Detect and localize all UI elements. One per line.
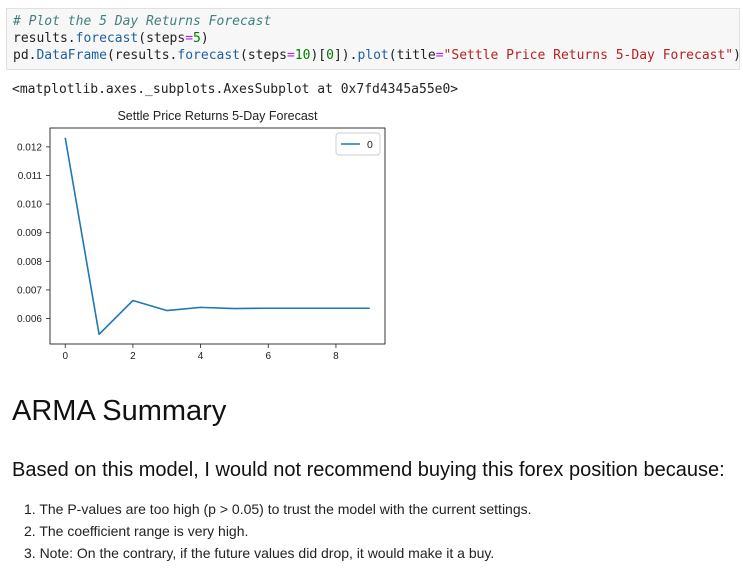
markdown-list: 1. The P-values are too high (p > 0.05) … (24, 498, 532, 564)
legend-label: 0 (367, 139, 373, 151)
forecast-chart: Settle Price Returns 5-Day Forecast 0.006… (0, 104, 400, 368)
x-tick-label: 0 (62, 351, 68, 362)
x-tick-label: 8 (333, 351, 339, 362)
list-item: 1. The P-values are too high (p > 0.05) … (24, 501, 532, 517)
series-line (64, 137, 370, 336)
x-tick-label: 2 (130, 351, 136, 362)
y-tick-label: 0.010 (17, 200, 42, 211)
y-tick-label: 0.009 (17, 228, 42, 239)
y-tick-label: 0.006 (17, 314, 42, 325)
markdown-subheading: Based on this model, I would not recomme… (12, 459, 725, 481)
chart-title: Settle Price Returns 5-Day Forecast (117, 109, 318, 123)
chart-svg: Settle Price Returns 5-Day Forecast 0.006… (17, 109, 386, 362)
y-tick-label: 0.011 (18, 171, 43, 182)
code-cell[interactable]: # Plot the 5 Day Returns Forecast result… (6, 8, 741, 70)
y-tick-label: 0.008 (17, 257, 42, 268)
list-item: 2. The coefficient range is very high. (24, 523, 249, 539)
code-line-2: results.forecast(steps=5) (13, 31, 209, 46)
code-comment: # Plot the 5 Day Returns Forecast (13, 14, 272, 29)
markdown-heading: ARMA Summary (12, 395, 227, 427)
y-tick-label: 0.012 (17, 142, 42, 153)
code-line-3: pd.DataFrame(results.forecast(steps=10)[… (13, 48, 741, 63)
plot-frame (49, 127, 386, 345)
output-repr: <matplotlib.axes._subplots.AxesSubplot a… (12, 82, 459, 97)
x-tick-label: 4 (198, 351, 204, 362)
x-tick-label: 6 (265, 351, 271, 362)
y-tick-label: 0.007 (17, 285, 42, 296)
list-item: 3. Note: On the contrary, if the future … (24, 545, 495, 561)
